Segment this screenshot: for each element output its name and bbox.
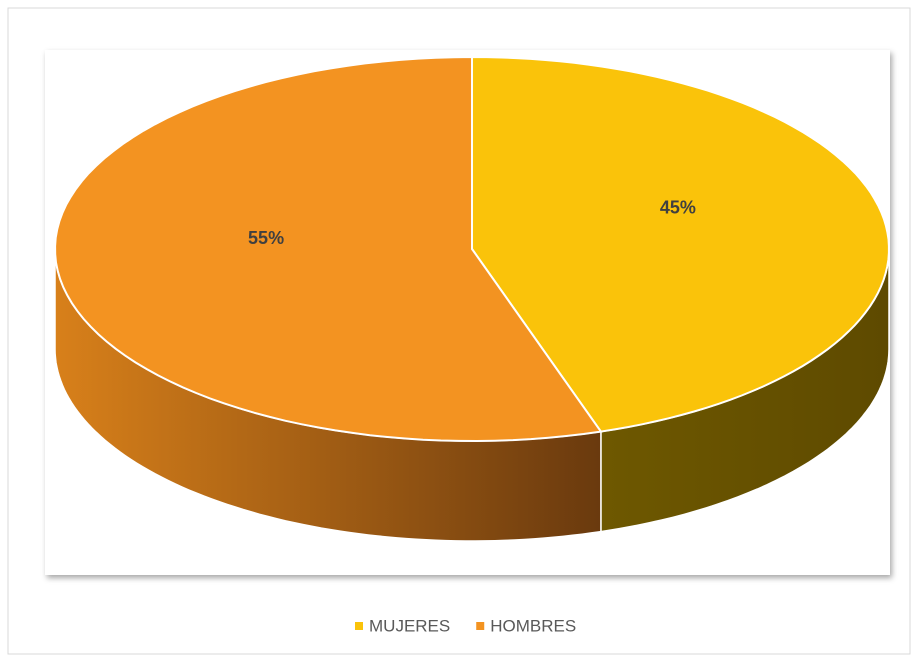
- legend-label: HOMBRES: [490, 616, 576, 635]
- legend-label: MUJERES: [369, 616, 450, 635]
- data-label: 45%: [660, 198, 696, 218]
- data-label: 55%: [248, 228, 284, 248]
- pie: 45% 55%: [54, 55, 890, 542]
- legend-swatch: [476, 622, 485, 630]
- legend-swatch: [355, 622, 363, 630]
- pie-slice: [471, 55, 890, 433]
- legend: MUJERES HOMBRES: [355, 616, 576, 635]
- pie-slice: [54, 55, 603, 443]
